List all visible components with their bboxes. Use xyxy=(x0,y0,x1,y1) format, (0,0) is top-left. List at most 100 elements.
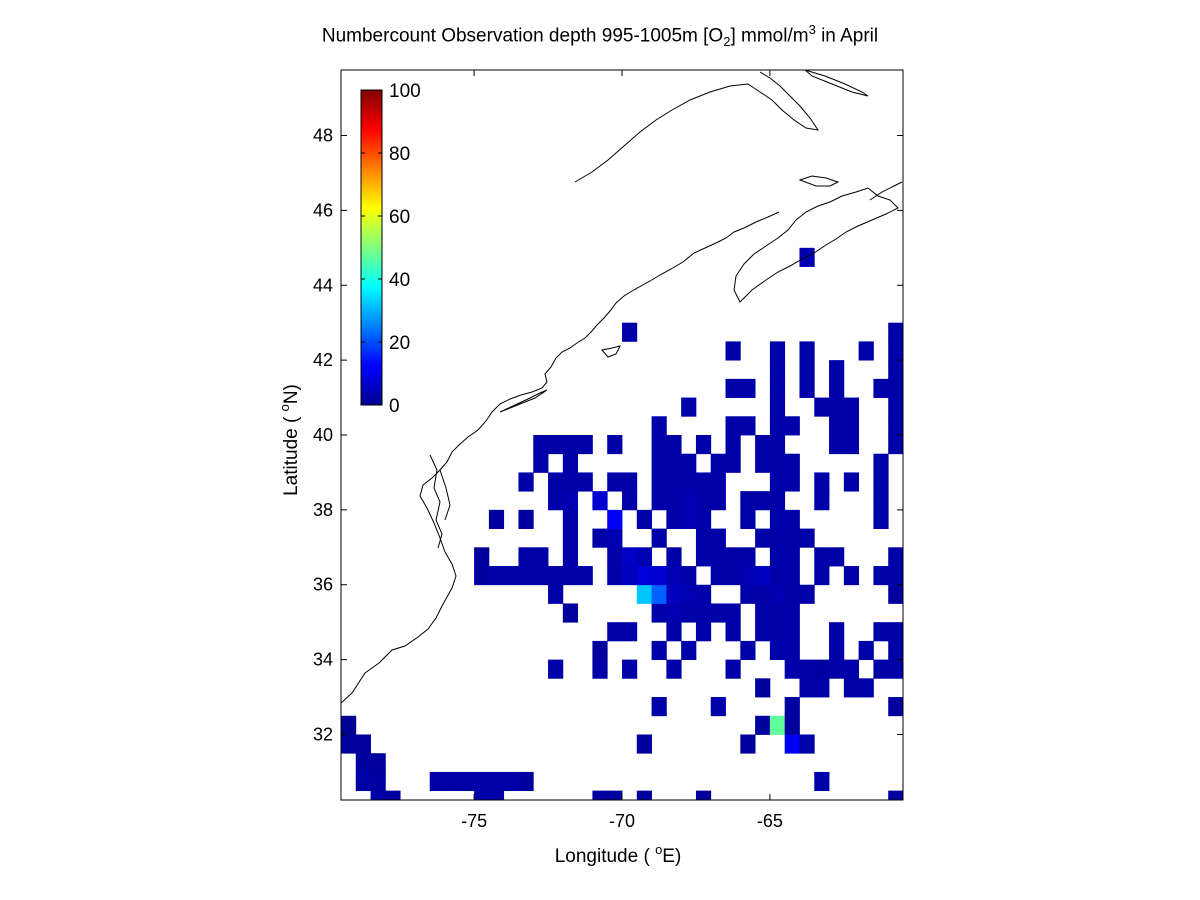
heatmap-cell xyxy=(355,734,371,754)
heatmap-cell xyxy=(725,603,741,623)
heatmap-cell xyxy=(769,341,786,361)
title-middle: ] mmol/m xyxy=(730,25,809,47)
heatmap-cell xyxy=(873,566,889,586)
heatmap-cell xyxy=(444,771,460,792)
heatmap-cell xyxy=(769,622,786,642)
heatmap-cell xyxy=(725,341,741,361)
heatmap-cell xyxy=(725,435,741,455)
heatmap-cell xyxy=(710,547,726,567)
heatmap-cell xyxy=(873,622,889,642)
heatmap-cell xyxy=(666,435,682,455)
heatmap-cell xyxy=(518,566,534,586)
heatmap-cell xyxy=(769,416,786,436)
heatmap-cell xyxy=(548,435,564,455)
coastline-anticosti xyxy=(804,70,869,97)
heatmap-cell xyxy=(710,491,726,511)
heatmap-cell xyxy=(888,435,903,455)
heatmap-cell xyxy=(503,566,519,586)
heatmap-cell xyxy=(740,584,756,604)
y-tick-label: 48 xyxy=(313,126,333,146)
y-axis-label-unit: N) xyxy=(281,384,302,404)
heatmap-cell xyxy=(636,734,652,754)
y-axis-label-degree: o xyxy=(277,404,292,411)
heatmap-cell xyxy=(710,566,726,586)
coastline-nova-scotia xyxy=(733,187,899,303)
heatmap-cell xyxy=(518,509,534,529)
heatmap-cell xyxy=(799,678,815,698)
heatmap-cell xyxy=(562,435,579,455)
heatmap-cell xyxy=(799,247,815,267)
heatmap-cell xyxy=(814,547,830,567)
heatmap-cell xyxy=(459,771,475,792)
heatmap-cell xyxy=(755,678,771,698)
x-axis-label-unit: E) xyxy=(662,846,681,867)
heatmap-cell xyxy=(474,790,490,800)
heatmap-cell xyxy=(888,397,903,417)
heatmap-cell xyxy=(651,584,667,604)
heatmap-cell xyxy=(695,790,712,800)
heatmap-cell xyxy=(769,360,786,380)
heatmap-cell xyxy=(814,491,830,511)
heatmap-cell xyxy=(562,566,579,586)
heatmap-cell xyxy=(769,435,786,455)
heatmap-cell xyxy=(740,547,756,567)
heatmap-cell xyxy=(799,659,815,679)
title-suffix: in April xyxy=(815,25,879,47)
coastline-us-east xyxy=(341,211,780,704)
heatmap-cell xyxy=(622,547,638,567)
heatmap-cell xyxy=(651,416,667,436)
heatmap-cell xyxy=(622,491,638,511)
heatmap-cell xyxy=(725,659,741,679)
heatmap-cell xyxy=(681,584,697,604)
heatmap-cell xyxy=(843,566,860,586)
y-tick-label: 34 xyxy=(313,650,333,670)
heatmap-cell xyxy=(577,435,593,455)
heatmap-cell xyxy=(666,622,682,642)
heatmap-cell xyxy=(769,603,786,623)
heatmap-cell xyxy=(784,734,800,754)
heatmap-cell xyxy=(784,603,800,623)
heatmap-cell xyxy=(533,547,549,567)
heatmap-cell xyxy=(740,734,756,754)
heatmap-cell xyxy=(769,509,786,529)
heatmap-cell xyxy=(755,491,771,511)
title-prefix: Numbercount Observation depth 995-1005m … xyxy=(321,25,724,47)
heatmap-cell xyxy=(695,472,712,492)
heatmap-cell xyxy=(695,528,712,548)
heatmap-cell xyxy=(607,566,623,586)
heatmap-cell xyxy=(740,378,756,398)
heatmap-cell xyxy=(562,491,579,511)
heatmap-cell xyxy=(843,435,860,455)
heatmap-cell xyxy=(814,659,830,679)
heatmap-cell xyxy=(695,509,712,529)
heatmap-cell xyxy=(769,547,786,567)
heatmap-cell xyxy=(799,378,815,398)
heatmap-cell xyxy=(814,771,830,792)
heatmap-cell xyxy=(607,622,623,642)
heatmap-cell xyxy=(858,341,874,361)
y-tick-label: 44 xyxy=(313,275,333,295)
heatmap-cell xyxy=(548,491,564,511)
heatmap-cell xyxy=(888,790,903,800)
heatmap-cell xyxy=(784,584,800,604)
heatmap-cell xyxy=(829,416,845,436)
heatmap-cell xyxy=(888,360,903,380)
heatmap-cell xyxy=(784,566,800,586)
heatmap-cell xyxy=(562,472,579,492)
heatmap-cell xyxy=(843,397,860,417)
title-subscript: 2 xyxy=(723,34,731,50)
y-tick-label: 42 xyxy=(313,350,333,370)
heatmap-cell xyxy=(888,547,903,567)
heatmap-cell xyxy=(799,734,815,754)
heatmap-cell xyxy=(755,528,771,548)
heatmap-cell xyxy=(607,509,623,529)
heatmap-cell xyxy=(548,659,564,679)
coastline-long-island xyxy=(499,389,548,413)
x-axis-label-degree: o xyxy=(655,842,662,857)
heatmap-cell xyxy=(607,547,623,567)
heatmap-cell xyxy=(651,491,667,511)
heatmap-cell xyxy=(503,771,519,792)
heatmap-cell xyxy=(799,584,815,604)
